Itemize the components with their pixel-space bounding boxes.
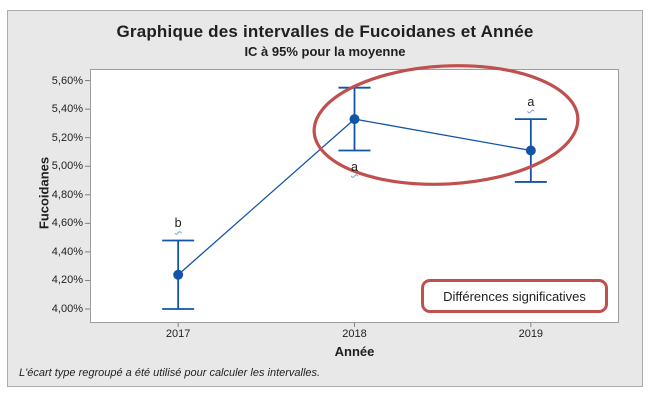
y-tick-label: 4,80% xyxy=(51,188,83,201)
significance-callout-label: Différences significatives xyxy=(443,288,586,304)
y-tick-label: 4,20% xyxy=(51,274,83,287)
grouping-letter-2018: a xyxy=(351,159,358,174)
y-tick-label: 4,00% xyxy=(51,303,83,315)
x-axis-label: Année xyxy=(334,344,375,359)
chart-title: Graphique des intervalles de Fucoidanes … xyxy=(116,22,534,41)
y-tick-label: 4,40% xyxy=(51,245,83,258)
x-tick-label: 2019 xyxy=(518,328,544,340)
significance-callout-box: Différences significatives xyxy=(421,279,608,313)
footnote: L'écart type regroupé a été utilisé pour… xyxy=(19,367,321,379)
figure-panel: Graphique des intervalles de Fucoidanes … xyxy=(7,10,643,387)
x-tick-label: 2018 xyxy=(342,328,367,340)
x-tick-label: 2017 xyxy=(165,328,191,340)
chart-subtitle: IC à 95% pour la moyenne xyxy=(244,44,406,59)
grouping-letter-2017: b xyxy=(174,216,182,231)
y-tick-label: 5,40% xyxy=(51,103,83,116)
y-tick-label: 5,00% xyxy=(51,160,83,173)
grouping-letter-2019: a xyxy=(527,95,535,110)
y-tick-label: 5,60% xyxy=(51,74,83,87)
y-tick-label: 5,20% xyxy=(51,131,83,144)
y-tick-label: 4,60% xyxy=(51,217,83,230)
